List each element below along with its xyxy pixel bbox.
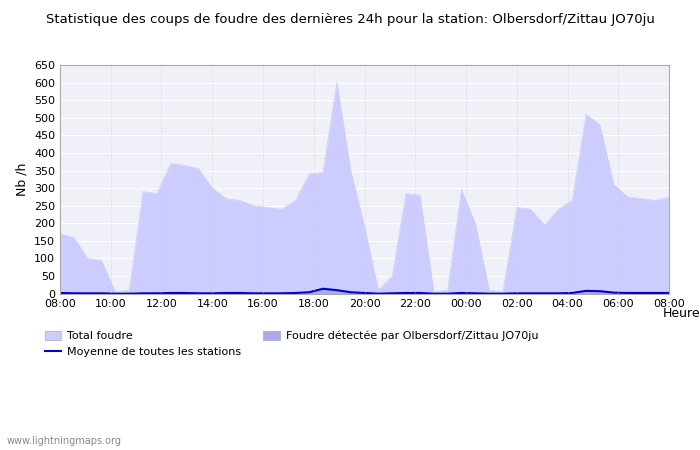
Legend: Total foudre, Moyenne de toutes les stations, Foudre détectée par Olbersdorf/Zit: Total foudre, Moyenne de toutes les stat… xyxy=(41,326,542,361)
Text: Statistique des coups de foudre des dernières 24h pour la station: Olbersdorf/Zi: Statistique des coups de foudre des dern… xyxy=(46,14,655,27)
Y-axis label: Nb /h: Nb /h xyxy=(15,162,29,196)
X-axis label: Heure: Heure xyxy=(662,307,700,320)
Text: www.lightningmaps.org: www.lightningmaps.org xyxy=(7,436,122,446)
